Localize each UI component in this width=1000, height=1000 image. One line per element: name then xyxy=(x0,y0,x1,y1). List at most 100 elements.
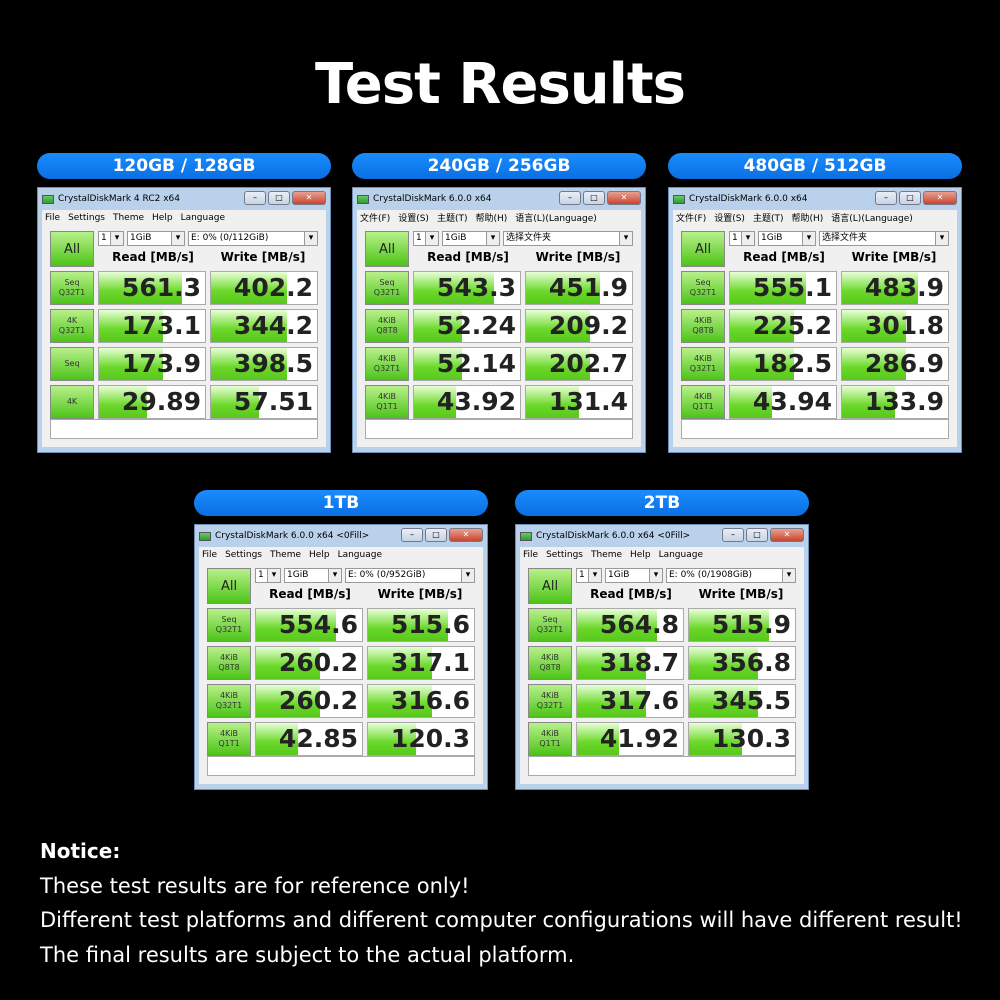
test-button[interactable]: 4KiB Q8T8 xyxy=(365,309,409,343)
size-select[interactable]: 1GiB xyxy=(605,568,663,583)
maximize-icon[interactable]: □ xyxy=(746,528,768,542)
write-bar xyxy=(842,348,906,380)
menu-item[interactable]: Help xyxy=(630,549,651,560)
menu-item[interactable]: 主题(T) xyxy=(436,214,468,224)
close-icon[interactable]: ✕ xyxy=(770,528,804,542)
menu-item[interactable]: 语言(L)(Language) xyxy=(831,214,913,224)
count-select[interactable]: 1 xyxy=(413,231,439,246)
drive-select[interactable]: 选择文件夹 xyxy=(503,231,633,246)
minimize-icon[interactable]: – xyxy=(875,191,897,205)
test-button[interactable]: 4KiB Q1T1 xyxy=(365,385,409,419)
read-bar xyxy=(577,647,646,679)
menu-item[interactable]: 帮助(H) xyxy=(475,214,508,224)
test-button[interactable]: 4KiB Q32T1 xyxy=(207,684,251,718)
all-button[interactable]: All xyxy=(681,231,725,267)
result-row: 4KiB Q1T1 43.94 133.9 xyxy=(681,385,949,419)
test-button[interactable]: Seq xyxy=(50,347,94,381)
menu-item[interactable]: Language xyxy=(658,549,703,560)
menu-item[interactable]: Theme xyxy=(269,549,302,560)
menu-item[interactable]: 语言(L)(Language) xyxy=(515,214,597,224)
menu-item[interactable]: Settings xyxy=(225,549,262,560)
write-cell: 344.2 xyxy=(210,309,318,343)
test-button[interactable]: 4KiB Q32T1 xyxy=(528,684,572,718)
test-button[interactable]: Seq Q32T1 xyxy=(365,271,409,305)
drive-select[interactable]: E: 0% (0/1908GiB) xyxy=(666,568,796,583)
test-button[interactable]: 4KiB Q1T1 xyxy=(681,385,725,419)
menu-item[interactable]: Language xyxy=(180,212,225,223)
size-select[interactable]: 1GiB xyxy=(127,231,185,246)
test-button[interactable]: 4K xyxy=(50,385,94,419)
minimize-icon[interactable]: – xyxy=(559,191,581,205)
maximize-icon[interactable]: □ xyxy=(899,191,921,205)
menu-item[interactable]: Theme xyxy=(590,549,623,560)
menu-item[interactable]: Help xyxy=(152,212,173,223)
menu-item[interactable]: 设置(S) xyxy=(714,214,745,224)
all-button[interactable]: All xyxy=(207,568,251,604)
drive-select[interactable]: 选择文件夹 xyxy=(819,231,949,246)
drive-select[interactable]: E: 0% (0/112GiB) xyxy=(188,231,318,246)
menu-item[interactable]: Help xyxy=(309,549,330,560)
menu-item[interactable]: 设置(S) xyxy=(398,214,429,224)
all-button[interactable]: All xyxy=(528,568,572,604)
menu-item[interactable]: 文件(F) xyxy=(676,214,707,224)
drive-select[interactable]: E: 0% (0/952GiB) xyxy=(345,568,475,583)
test-button[interactable]: 4KiB Q1T1 xyxy=(207,722,251,756)
count-select[interactable]: 1 xyxy=(98,231,124,246)
minimize-icon[interactable]: – xyxy=(244,191,266,205)
test-button[interactable]: Seq Q32T1 xyxy=(50,271,94,305)
crystaldiskmark-window: CrystalDiskMark 6.0.0 x64 <0Fill> – □ ✕ Fi… xyxy=(194,524,488,790)
close-icon[interactable]: ✕ xyxy=(923,191,957,205)
menu-item[interactable]: 帮助(H) xyxy=(791,214,824,224)
test-button[interactable]: 4KiB Q1T1 xyxy=(528,722,572,756)
comment-field[interactable] xyxy=(50,419,318,439)
result-row: Seq Q32T1 554.6 515.6 xyxy=(207,608,475,642)
read-header: Read [MB/s] xyxy=(427,250,509,264)
maximize-icon[interactable]: □ xyxy=(425,528,447,542)
test-button[interactable]: 4K Q32T1 xyxy=(50,309,94,343)
close-icon[interactable]: ✕ xyxy=(607,191,641,205)
size-select[interactable]: 1GiB xyxy=(442,231,500,246)
menu-item[interactable]: File xyxy=(523,549,539,560)
notice-line: Different test platforms and different c… xyxy=(40,908,963,932)
maximize-icon[interactable]: □ xyxy=(583,191,605,205)
menu-item[interactable]: Theme xyxy=(112,212,145,223)
count-select[interactable]: 1 xyxy=(255,568,281,583)
test-button[interactable]: 4KiB Q8T8 xyxy=(528,646,572,680)
test-button[interactable]: Seq Q32T1 xyxy=(207,608,251,642)
count-select[interactable]: 1 xyxy=(576,568,602,583)
menu-item[interactable]: Settings xyxy=(546,549,583,560)
menu-item[interactable]: 文件(F) xyxy=(360,214,391,224)
comment-field[interactable] xyxy=(207,756,475,776)
panel-0: 120GB / 128GB CrystalDiskMark 4 RC2 x64 … xyxy=(37,153,331,453)
write-bar xyxy=(368,647,432,679)
minimize-icon[interactable]: – xyxy=(401,528,423,542)
minimize-icon[interactable]: – xyxy=(722,528,744,542)
all-button[interactable]: All xyxy=(365,231,409,267)
close-icon[interactable]: ✕ xyxy=(449,528,483,542)
capacity-label: 120GB / 128GB xyxy=(37,153,331,179)
test-button[interactable]: 4KiB Q8T8 xyxy=(681,309,725,343)
read-cell: 543.3 xyxy=(413,271,521,305)
test-button[interactable]: 4KiB Q8T8 xyxy=(207,646,251,680)
menu-item[interactable]: Language xyxy=(337,549,382,560)
test-button[interactable]: Seq Q32T1 xyxy=(528,608,572,642)
test-button[interactable]: Seq Q32T1 xyxy=(681,271,725,305)
all-button[interactable]: All xyxy=(50,231,94,267)
comment-field[interactable] xyxy=(528,756,796,776)
comment-field[interactable] xyxy=(681,419,949,439)
test-button[interactable]: 4KiB Q32T1 xyxy=(365,347,409,381)
page-title: Test Results xyxy=(315,52,686,117)
close-icon[interactable]: ✕ xyxy=(292,191,326,205)
read-value: 41.92 xyxy=(599,724,679,753)
test-button[interactable]: 4KiB Q32T1 xyxy=(681,347,725,381)
size-select[interactable]: 1GiB xyxy=(284,568,342,583)
menu-item[interactable]: Settings xyxy=(68,212,105,223)
maximize-icon[interactable]: □ xyxy=(268,191,290,205)
count-select[interactable]: 1 xyxy=(729,231,755,246)
menu-item[interactable]: File xyxy=(45,212,61,223)
menu-item[interactable]: File xyxy=(202,549,218,560)
menu-item[interactable]: 主题(T) xyxy=(752,214,784,224)
read-bar xyxy=(730,272,807,304)
comment-field[interactable] xyxy=(365,419,633,439)
size-select[interactable]: 1GiB xyxy=(758,231,816,246)
